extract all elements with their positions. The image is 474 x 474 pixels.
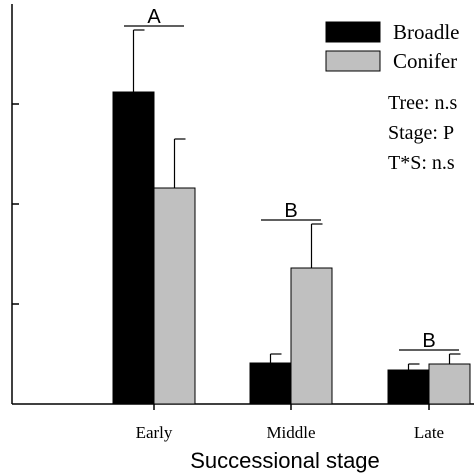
- bars: [112, 91, 471, 405]
- legend: Broadle Conifer: [325, 20, 459, 73]
- legend-label: Conifer: [393, 49, 457, 73]
- stats-line: T*S: n.s: [388, 152, 455, 174]
- bar-conifer-middle: [290, 267, 333, 405]
- significance-letter: A: [147, 6, 161, 28]
- stats-line: Tree: n.s: [388, 92, 457, 114]
- bar-broadleaf-late: [387, 369, 430, 405]
- bar-broadleaf-early: [112, 91, 155, 405]
- significance-marks: A B B: [124, 6, 459, 352]
- bar-conifer-late: [428, 363, 471, 405]
- significance-letter: B: [422, 330, 435, 352]
- x-axis-label: Successional stage: [190, 448, 380, 473]
- stats-line: Stage: P: [388, 122, 454, 144]
- bar-broadleaf-middle: [249, 362, 292, 405]
- error-bars: [132, 29, 461, 370]
- legend-label: Broadle: [393, 20, 459, 44]
- x-tick-label: Middle: [266, 423, 315, 442]
- legend-swatch: [325, 50, 381, 72]
- legend-swatch: [325, 21, 381, 43]
- stats-annotations: Tree: n.s Stage: P T*S: n.s: [388, 92, 457, 174]
- x-tick-label: Early: [136, 423, 173, 442]
- significance-letter: B: [284, 200, 297, 222]
- bar-conifer-early: [153, 187, 196, 405]
- x-tick-labels: Early Middle Late: [136, 423, 445, 442]
- x-tick-label: Late: [414, 423, 444, 442]
